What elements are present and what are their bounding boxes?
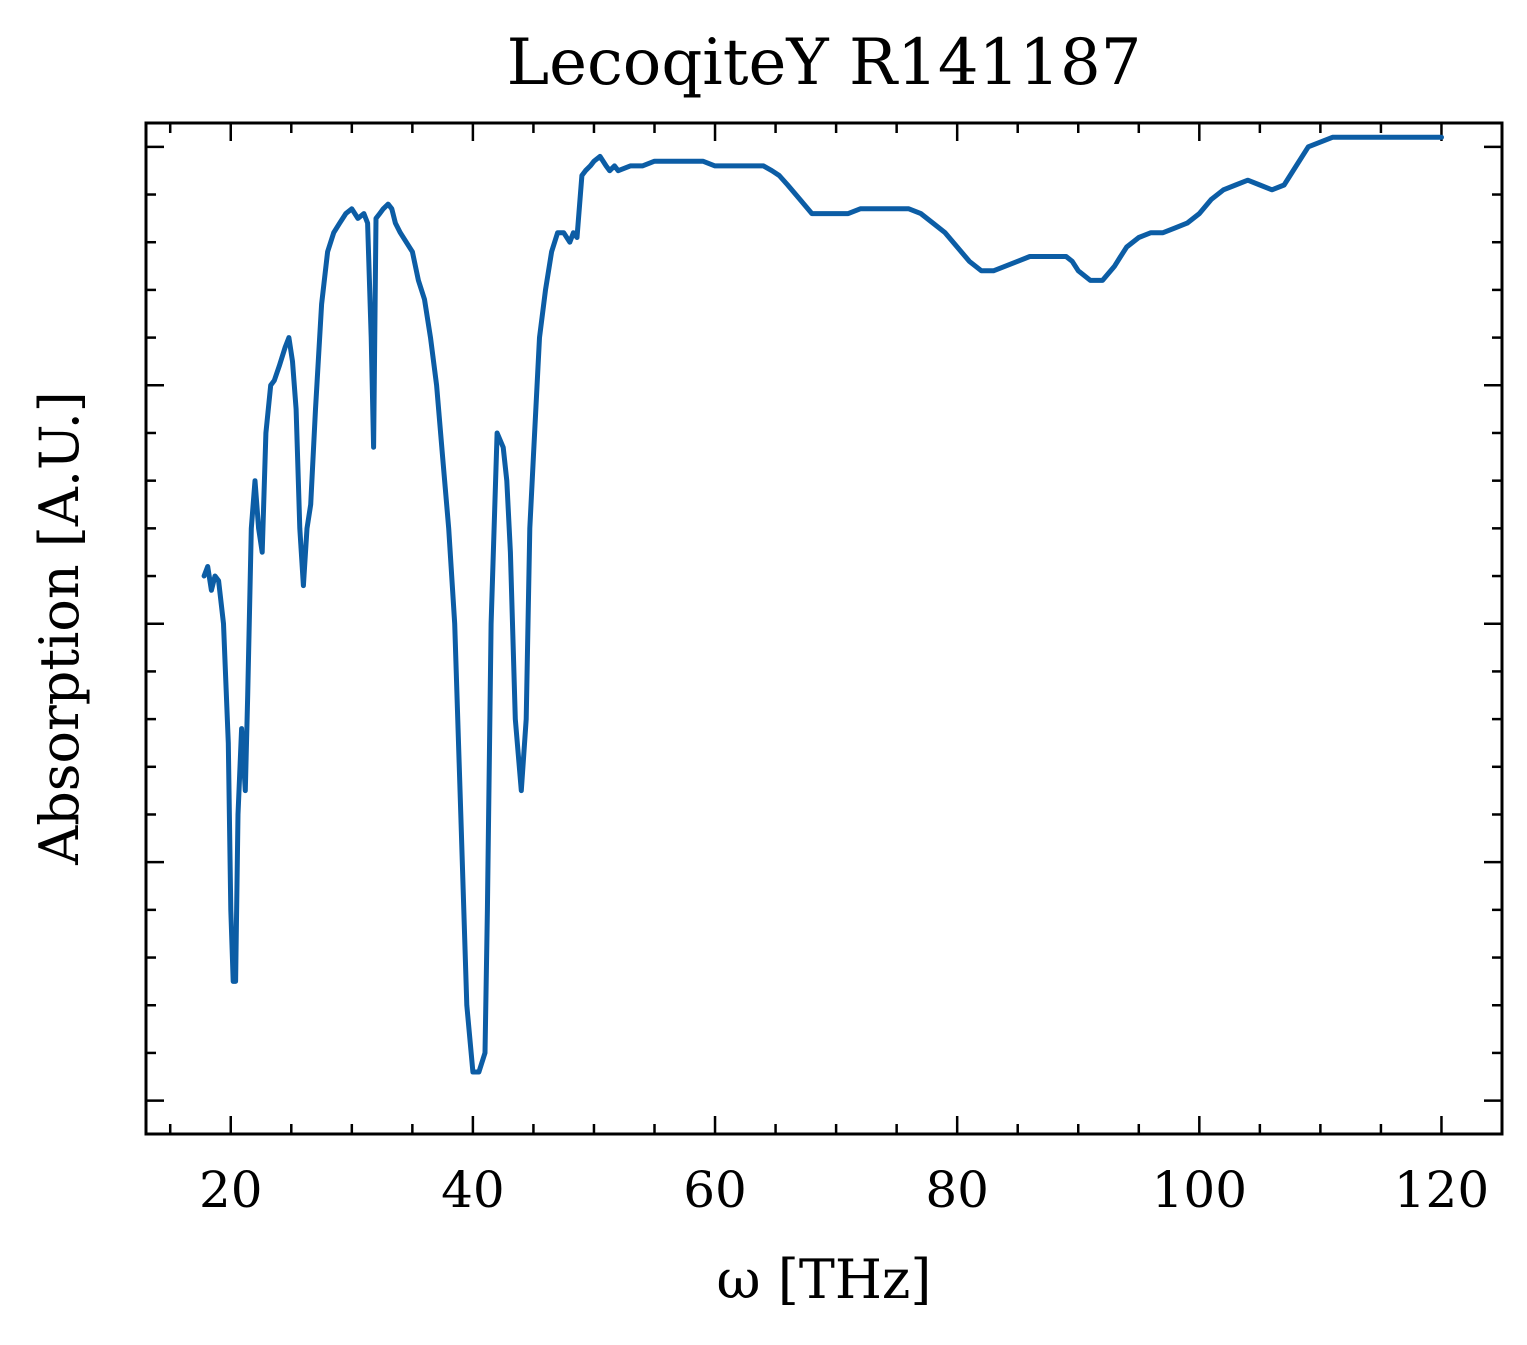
x-tick-label: 40 [441, 1161, 505, 1219]
x-tick-label: 120 [1394, 1161, 1489, 1219]
absorption-series-line [201, 134, 1444, 1075]
x-tick-label: 60 [683, 1161, 747, 1219]
x-tick-label: 100 [1152, 1161, 1247, 1219]
plot-frame [144, 121, 1504, 1136]
y-axis-label: Absorption [A.U.] [28, 391, 91, 866]
x-tick-label: 20 [199, 1161, 263, 1219]
x-axis-label: ω [THz] [717, 1248, 932, 1311]
x-tick-label: 80 [925, 1161, 989, 1219]
x-tick-labels: 20 40 60 80 100 120 [199, 1161, 1489, 1219]
axis-ticks [146, 123, 1504, 1134]
chart-title: LecoqiteY R141187 [507, 26, 1142, 100]
